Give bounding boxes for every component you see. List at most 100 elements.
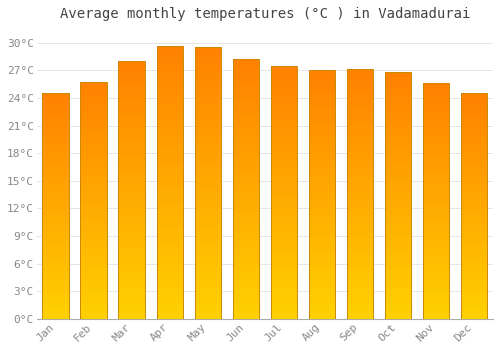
Bar: [118, 77, 145, 80]
Bar: [422, 183, 450, 187]
Bar: [460, 291, 487, 294]
Bar: [118, 158, 145, 161]
Bar: [346, 234, 374, 238]
Bar: [156, 104, 183, 107]
Bar: [80, 180, 107, 182]
Bar: [270, 246, 297, 249]
Bar: [422, 92, 450, 95]
Bar: [118, 222, 145, 225]
Bar: [460, 257, 487, 260]
Bar: [194, 142, 221, 145]
Bar: [270, 142, 297, 145]
Bar: [308, 238, 335, 241]
Bar: [346, 225, 374, 228]
Bar: [346, 84, 374, 88]
Bar: [422, 181, 450, 183]
Bar: [460, 161, 487, 164]
Bar: [118, 293, 145, 296]
Bar: [308, 113, 335, 116]
Bar: [194, 162, 221, 166]
Bar: [422, 145, 450, 148]
Bar: [308, 225, 335, 229]
Bar: [270, 290, 297, 294]
Bar: [232, 286, 259, 290]
Bar: [42, 119, 69, 122]
Bar: [118, 61, 145, 64]
Bar: [118, 200, 145, 203]
Bar: [308, 185, 335, 188]
Bar: [80, 170, 107, 174]
Bar: [270, 66, 297, 319]
Bar: [80, 242, 107, 245]
Bar: [42, 122, 69, 125]
Bar: [118, 126, 145, 129]
Bar: [460, 243, 487, 246]
Bar: [270, 230, 297, 233]
Bar: [460, 294, 487, 296]
Bar: [42, 139, 69, 141]
Bar: [156, 315, 183, 319]
Bar: [422, 231, 450, 233]
Bar: [194, 292, 221, 295]
Bar: [308, 235, 335, 238]
Bar: [460, 167, 487, 169]
Bar: [270, 170, 297, 173]
Bar: [460, 175, 487, 178]
Bar: [118, 139, 145, 142]
Bar: [118, 122, 145, 126]
Bar: [118, 287, 145, 290]
Bar: [422, 177, 450, 181]
Bar: [346, 303, 374, 306]
Bar: [346, 169, 374, 172]
Bar: [422, 136, 450, 139]
Bar: [270, 240, 297, 243]
Bar: [232, 303, 259, 306]
Bar: [422, 216, 450, 219]
Bar: [156, 152, 183, 155]
Bar: [422, 195, 450, 198]
Bar: [118, 110, 145, 113]
Bar: [308, 147, 335, 150]
Bar: [270, 205, 297, 208]
Bar: [346, 159, 374, 162]
Bar: [460, 96, 487, 99]
Bar: [384, 168, 411, 171]
Bar: [194, 237, 221, 240]
Bar: [156, 189, 183, 192]
Bar: [422, 131, 450, 133]
Bar: [156, 124, 183, 128]
Bar: [80, 200, 107, 203]
Bar: [384, 266, 411, 270]
Bar: [270, 208, 297, 211]
Bar: [270, 193, 297, 196]
Bar: [422, 163, 450, 166]
Bar: [460, 99, 487, 102]
Bar: [422, 207, 450, 210]
Bar: [156, 278, 183, 281]
Bar: [80, 188, 107, 191]
Bar: [270, 120, 297, 123]
Bar: [118, 248, 145, 251]
Bar: [384, 125, 411, 128]
Bar: [422, 139, 450, 142]
Bar: [118, 303, 145, 306]
Bar: [346, 203, 374, 206]
Bar: [42, 125, 69, 127]
Bar: [422, 83, 450, 319]
Bar: [270, 215, 297, 218]
Bar: [118, 184, 145, 187]
Bar: [422, 222, 450, 225]
Bar: [270, 287, 297, 290]
Bar: [80, 138, 107, 141]
Bar: [346, 275, 374, 278]
Bar: [346, 153, 374, 156]
Bar: [384, 260, 411, 264]
Bar: [422, 304, 450, 307]
Bar: [118, 74, 145, 77]
Bar: [156, 309, 183, 312]
Bar: [156, 131, 183, 134]
Bar: [42, 279, 69, 282]
Bar: [42, 206, 69, 209]
Bar: [308, 157, 335, 160]
Bar: [346, 141, 374, 144]
